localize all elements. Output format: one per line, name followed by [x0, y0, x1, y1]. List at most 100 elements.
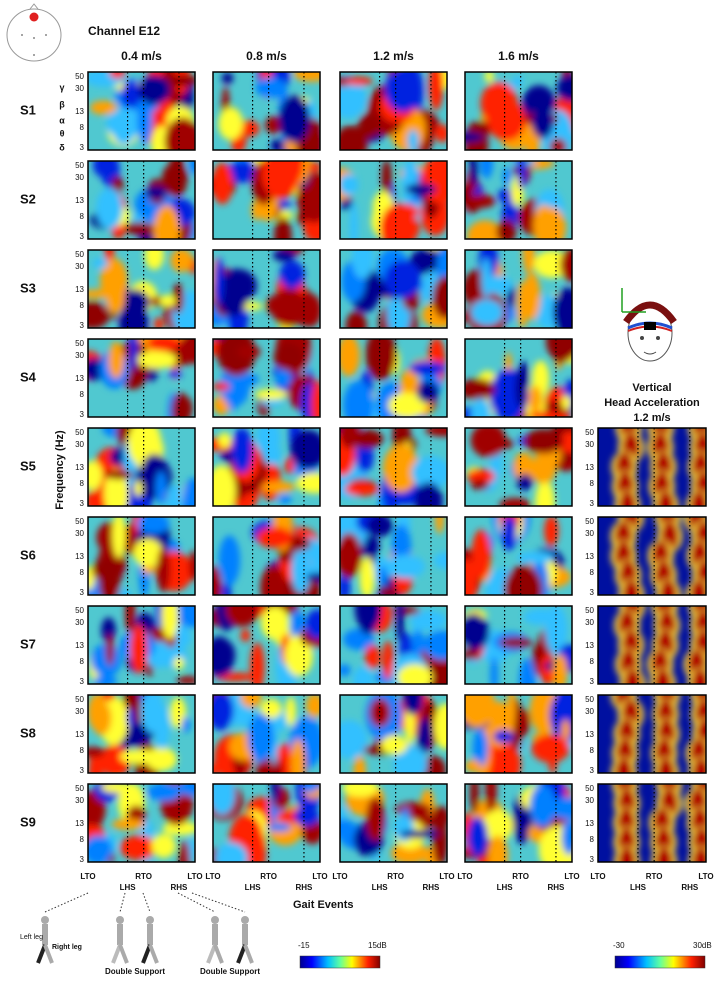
blob: [305, 572, 320, 582]
blobs: [610, 695, 706, 773]
spectrogram: [464, 71, 573, 151]
spectrogram-fill: [340, 72, 447, 150]
blob: [342, 784, 378, 797]
panel-frame: [464, 694, 573, 774]
y-tick-label: 30: [75, 796, 84, 805]
walker: [206, 916, 224, 964]
blob: [303, 784, 318, 793]
blob: [465, 132, 484, 143]
blob: [381, 161, 392, 196]
panel-frame: [464, 249, 573, 329]
blob: [421, 755, 446, 773]
speed-header: 0.8 m/s: [246, 49, 287, 63]
blob: [416, 717, 432, 754]
y-tick-label: 3: [80, 588, 85, 597]
panel-frame: [87, 605, 196, 685]
panel-frame: [464, 783, 573, 863]
blob: [159, 294, 176, 307]
blob: [261, 481, 296, 493]
blob: [182, 477, 195, 506]
blobs: [340, 428, 447, 506]
y-tick-label: 3: [80, 499, 85, 508]
blob: [487, 835, 508, 862]
blob: [119, 835, 157, 861]
blob: [164, 117, 195, 150]
blob: [388, 392, 427, 417]
blob: [256, 526, 293, 549]
blob: [226, 381, 240, 411]
blobs: [340, 695, 447, 773]
colorbar-min: -30: [613, 941, 625, 950]
spectrogram-fill: [88, 784, 195, 862]
y-tick-label: 13: [585, 641, 594, 650]
panel-frame: [464, 71, 573, 151]
band: [618, 491, 637, 506]
event-connector: [44, 892, 89, 913]
blob: [254, 389, 288, 400]
leg-label: Left leg: [20, 934, 43, 941]
blobs: [465, 339, 572, 417]
spectrogram-fill: [88, 339, 195, 417]
y-tick-label: 13: [75, 463, 84, 472]
spectrogram-fill: [213, 517, 320, 595]
panel-frame: [339, 71, 448, 151]
blob: [279, 260, 305, 289]
event-connector: [142, 892, 151, 913]
band: [617, 847, 636, 862]
panel-frame: [212, 160, 321, 240]
blob: [382, 640, 394, 680]
panel-frame: [339, 249, 448, 329]
blobs: [465, 161, 567, 239]
spectrogram: [212, 605, 321, 685]
blob: [465, 695, 495, 728]
blob: [273, 343, 304, 371]
spectrogram: [464, 249, 573, 329]
spectrogram-fill: [213, 784, 320, 862]
panel-frame: [339, 516, 448, 596]
blob: [92, 161, 117, 178]
blob: [367, 517, 394, 537]
blob: [378, 587, 399, 595]
spectrogram-fill: [465, 161, 572, 239]
panel-frame: [597, 605, 707, 685]
blob: [231, 428, 253, 473]
colorbar-max: 15dB: [368, 941, 387, 950]
blob: [364, 644, 381, 669]
blob: [284, 457, 295, 474]
blob: [484, 72, 494, 83]
head-icon: [621, 288, 677, 362]
walker: [141, 916, 159, 964]
blob: [466, 220, 504, 239]
blob: [168, 369, 182, 379]
blob: [359, 557, 375, 595]
leg-front: [43, 944, 54, 964]
spectrogram-fill: [598, 428, 706, 506]
spectrogram-fill: [340, 784, 447, 862]
band: [659, 580, 678, 595]
blob: [384, 260, 422, 299]
spectrogram: [212, 249, 321, 329]
blob: [496, 219, 517, 239]
gait-event-label: LTO: [80, 872, 95, 881]
spectrogram-fill: [213, 161, 320, 239]
spectrogram: [339, 605, 448, 685]
gait-event-label: LTO: [439, 872, 454, 881]
blob: [354, 606, 382, 631]
walker: [236, 916, 254, 964]
y-tick-label: 30: [75, 173, 84, 182]
blob: [270, 784, 280, 803]
blob: [536, 207, 567, 239]
band: [690, 491, 706, 506]
blobs: [88, 784, 195, 862]
band: [692, 847, 706, 862]
spectrogram: [212, 338, 321, 418]
gait-event-label: RHS: [681, 883, 699, 892]
blob: [423, 630, 447, 660]
spectrogram: [464, 338, 573, 418]
blob: [561, 719, 571, 741]
y-tick-label: 8: [80, 657, 85, 666]
blob: [517, 161, 527, 190]
spectrogram-fill: [88, 72, 195, 150]
blob: [416, 381, 439, 403]
blobs: [213, 339, 320, 417]
